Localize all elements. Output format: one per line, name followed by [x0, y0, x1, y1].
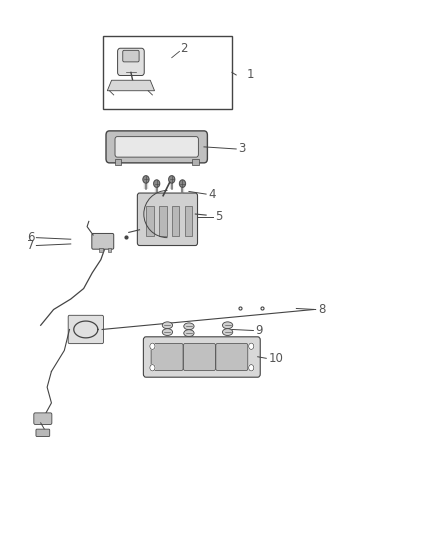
Text: 8: 8 [318, 303, 325, 316]
Bar [108, 248, 111, 252]
Text: 10: 10 [268, 352, 283, 365]
Circle shape [169, 176, 175, 183]
Text: 7: 7 [27, 239, 34, 252]
Polygon shape [107, 80, 155, 91]
FancyBboxPatch shape [123, 50, 139, 62]
Circle shape [154, 180, 160, 187]
Text: 4: 4 [208, 188, 216, 200]
FancyBboxPatch shape [117, 49, 144, 76]
Ellipse shape [162, 322, 173, 329]
Text: 9: 9 [255, 324, 263, 337]
Text: 3: 3 [238, 142, 246, 156]
FancyBboxPatch shape [143, 337, 260, 377]
Bar [146, 206, 154, 236]
Bar [115, 159, 121, 165]
Text: 2: 2 [180, 42, 188, 55]
Bar [185, 206, 192, 236]
Ellipse shape [223, 322, 233, 329]
Ellipse shape [184, 330, 194, 336]
FancyBboxPatch shape [68, 316, 103, 344]
Bar [103, 36, 232, 109]
FancyBboxPatch shape [115, 136, 198, 157]
Bar [99, 248, 102, 252]
Ellipse shape [162, 329, 173, 335]
Circle shape [143, 176, 149, 183]
Bar [159, 206, 166, 236]
Ellipse shape [184, 323, 194, 330]
FancyBboxPatch shape [106, 131, 208, 163]
Ellipse shape [223, 329, 233, 335]
FancyBboxPatch shape [138, 193, 198, 246]
FancyBboxPatch shape [92, 233, 114, 249]
Circle shape [249, 365, 254, 371]
Circle shape [249, 343, 254, 350]
Circle shape [180, 180, 185, 187]
FancyBboxPatch shape [36, 429, 49, 437]
FancyBboxPatch shape [34, 413, 52, 424]
FancyBboxPatch shape [216, 344, 248, 370]
Bar [192, 159, 199, 165]
Text: 1: 1 [247, 69, 254, 82]
Circle shape [150, 365, 155, 371]
FancyBboxPatch shape [151, 344, 183, 370]
Bar [172, 206, 180, 236]
Text: 5: 5 [215, 210, 222, 223]
FancyBboxPatch shape [184, 344, 215, 370]
Circle shape [150, 343, 155, 350]
Text: 6: 6 [27, 231, 34, 244]
